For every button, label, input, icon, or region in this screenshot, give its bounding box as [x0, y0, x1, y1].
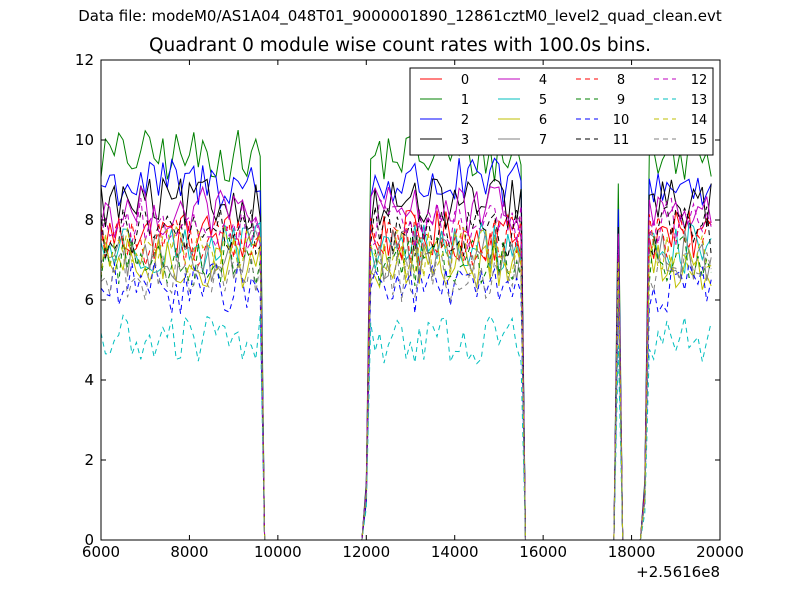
x-tick-label: 18000: [608, 543, 656, 561]
x-tick-label: 6000: [82, 543, 120, 561]
y-tick-label: 6: [84, 291, 94, 309]
series-line-7: [101, 229, 712, 540]
y-tick-label: 8: [84, 211, 94, 229]
legend-label-9: 9: [617, 93, 625, 108]
figure-suptitle: Data file: modeM0/AS1A04_048T01_90000018…: [78, 7, 722, 25]
x-tick-label: 14000: [431, 543, 479, 561]
series-line-3: [101, 176, 712, 540]
legend-label-15: 15: [691, 133, 708, 148]
series-line-11: [101, 205, 712, 540]
series-line-10: [101, 262, 712, 540]
legend-label-11: 11: [613, 133, 630, 148]
series-line-14: [101, 225, 712, 540]
series-line-0: [101, 209, 712, 540]
y-tick-label: 0: [84, 531, 94, 549]
series-line-1: [101, 129, 712, 540]
x-tick-label: 10000: [254, 543, 302, 561]
series-line-4: [101, 185, 712, 540]
legend-label-12: 12: [691, 73, 708, 88]
x-offset-label: +2.5616e8: [636, 563, 720, 581]
legend-label-2: 2: [461, 113, 469, 128]
x-tick-label: 16000: [519, 543, 567, 561]
series-line-15: [101, 248, 712, 540]
series-line-9: [101, 234, 712, 540]
x-tick-label: 20000: [696, 543, 744, 561]
y-tick-label: 4: [84, 371, 94, 389]
y-tick-label: 2: [84, 451, 94, 469]
series-line-6: [101, 237, 712, 540]
series-layer: [101, 129, 712, 540]
legend-label-3: 3: [461, 133, 469, 148]
series-line-2: [101, 157, 712, 540]
legend-box: [409, 67, 714, 156]
legend-label-14: 14: [691, 113, 708, 128]
x-tick-label: 8000: [170, 543, 208, 561]
legend-label-10: 10: [613, 113, 630, 128]
y-tick-label: 10: [75, 131, 94, 149]
axis-ticks: 6000 8000 10000 12000 14000 16000 18000 20000 0 2…: [75, 51, 744, 561]
series-line-8: [101, 214, 712, 540]
x-tick-label: 12000: [342, 543, 390, 561]
legend-label-8: 8: [617, 73, 625, 88]
legend-label-4: 4: [539, 73, 547, 88]
legend-label-13: 13: [691, 93, 708, 108]
legend-label-1: 1: [461, 93, 469, 108]
legend-label-7: 7: [539, 133, 547, 148]
legend-label-5: 5: [539, 93, 547, 108]
series-line-13: [101, 314, 712, 540]
y-tick-label: 12: [75, 51, 94, 69]
legend-label-0: 0: [461, 73, 469, 88]
chart-title: Quadrant 0 module wise count rates with …: [148, 35, 652, 56]
legend-label-6: 6: [539, 113, 547, 128]
